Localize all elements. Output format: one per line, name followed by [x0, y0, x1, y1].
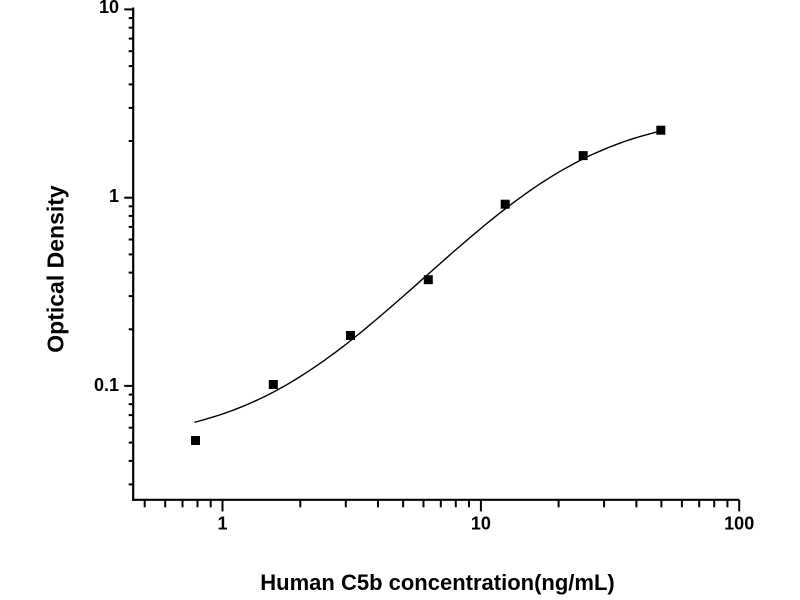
svg-text:0.1: 0.1 — [94, 375, 119, 395]
svg-text:10: 10 — [99, 0, 119, 17]
svg-text:100: 100 — [724, 514, 754, 534]
svg-text:1: 1 — [217, 514, 227, 534]
svg-text:Human C5b concentration(ng/mL): Human C5b concentration(ng/mL) — [260, 570, 614, 595]
svg-text:Optical Density: Optical Density — [43, 185, 69, 353]
svg-text:10: 10 — [471, 514, 491, 534]
svg-text:1: 1 — [109, 186, 119, 206]
